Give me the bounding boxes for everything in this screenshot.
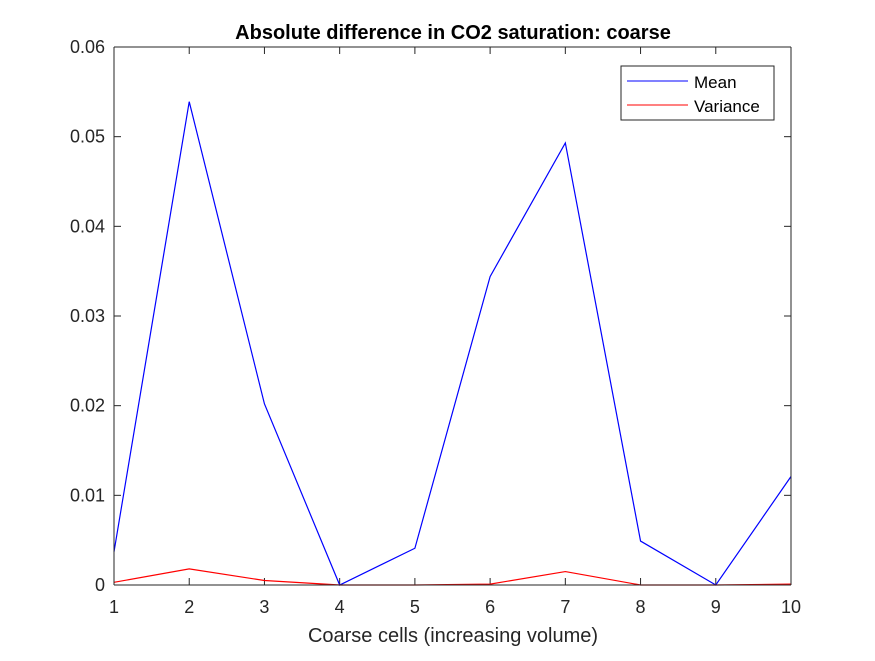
legend-box bbox=[620, 65, 775, 121]
legend: Mean Variance bbox=[620, 65, 775, 121]
x-tick-label: 5 bbox=[410, 597, 420, 617]
x-axis-ticks: 1 2 3 4 5 6 7 8 9 10 bbox=[109, 47, 801, 617]
series-line-mean bbox=[113, 101, 792, 586]
data-point-mean bbox=[565, 142, 566, 143]
y-tick-label: 0.04 bbox=[70, 216, 105, 236]
data-point-mean bbox=[189, 101, 190, 102]
data-point-variance bbox=[189, 568, 190, 569]
x-axis-label: Coarse cells (increasing volume) bbox=[308, 625, 598, 647]
data-point-mean bbox=[490, 276, 491, 277]
y-tick-label: 0.05 bbox=[70, 127, 105, 147]
data-point-mean bbox=[640, 540, 641, 541]
y-tick-label: 0 bbox=[95, 575, 105, 595]
data-point-variance bbox=[264, 580, 265, 581]
axes-frame bbox=[113, 46, 792, 586]
x-tick-label: 6 bbox=[485, 597, 495, 617]
chart-title: Absolute difference in CO2 saturation: c… bbox=[235, 22, 671, 44]
x-tick-label: 2 bbox=[184, 597, 194, 617]
data-point-variance bbox=[565, 571, 566, 572]
y-tick-label: 0.01 bbox=[70, 485, 105, 505]
y-axis-ticks: 0 0.01 0.02 0.03 0.04 0.05 0.06 bbox=[70, 37, 791, 595]
x-tick-label: 4 bbox=[335, 597, 345, 617]
x-tick-label: 8 bbox=[636, 597, 646, 617]
x-tick-label: 1 bbox=[109, 597, 119, 617]
x-tick-label: 10 bbox=[781, 597, 801, 617]
y-tick-label: 0.02 bbox=[70, 396, 105, 416]
x-tick-label: 3 bbox=[259, 597, 269, 617]
data-point-mean bbox=[264, 403, 265, 404]
y-tick-label: 0.03 bbox=[70, 306, 105, 326]
x-tick-label: 7 bbox=[560, 597, 570, 617]
y-tick-label: 0.06 bbox=[70, 37, 105, 57]
legend-label-mean: Mean bbox=[694, 73, 737, 92]
legend-label-variance: Variance bbox=[694, 97, 760, 116]
data-point-mean bbox=[414, 548, 415, 549]
x-tick-label: 9 bbox=[711, 597, 721, 617]
plot-area bbox=[114, 47, 791, 585]
